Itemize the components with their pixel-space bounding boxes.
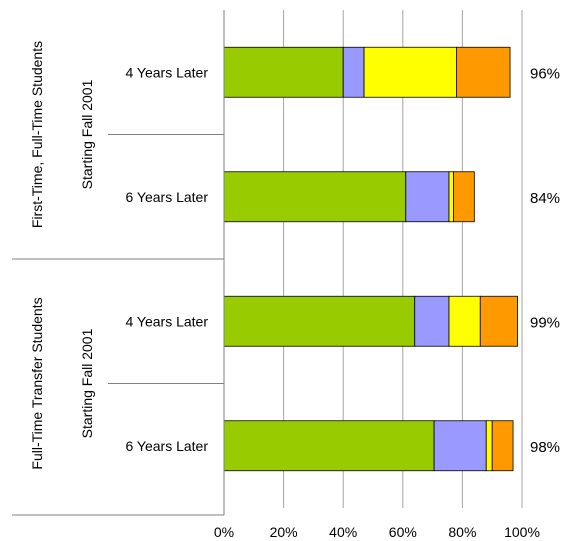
bar-segment	[342, 46, 365, 98]
x-tick-label: 20%	[270, 524, 298, 540]
group-label-line1: Full-Time Transfer Students	[29, 297, 45, 469]
category-label: 4 Years Later	[125, 64, 208, 80]
category-label: 6 Years Later	[125, 189, 208, 205]
bar-segment	[223, 295, 416, 347]
x-tick-label: 40%	[329, 524, 357, 540]
total-label: 99%	[530, 314, 560, 331]
bar-segment	[223, 420, 435, 472]
x-tick-label: 0%	[214, 524, 234, 540]
bars	[223, 46, 518, 472]
bar-segment	[433, 420, 487, 472]
bar-segment	[456, 46, 511, 98]
bar-segment	[223, 46, 344, 98]
group-label-line2: Starting Fall 2001	[79, 79, 95, 189]
labels: 0% 20% 40% 60% 80% 100% 4 Years Later 96% 6 Year…	[29, 41, 560, 540]
total-label: 98%	[530, 439, 560, 456]
x-tick-label: 60%	[389, 524, 417, 540]
x-tick-label: 80%	[448, 524, 476, 540]
bar-segment	[414, 295, 450, 347]
bar-segment	[405, 171, 450, 223]
group-label-line2: Starting Fall 2001	[79, 328, 95, 438]
bar-segment	[491, 420, 514, 472]
group-label-line1: First-Time, Full-Time Students	[29, 41, 45, 228]
total-label: 96%	[530, 65, 560, 82]
bar-segment	[453, 171, 475, 223]
bar-segment	[448, 171, 454, 223]
category-label: 6 Years Later	[125, 438, 208, 454]
total-label: 84%	[530, 190, 560, 207]
bar-segment	[363, 46, 457, 98]
bar-segment	[223, 171, 407, 223]
bar-segment	[485, 420, 493, 472]
x-tick-label: 100%	[504, 524, 540, 540]
axes	[12, 10, 225, 516]
bar-segment	[479, 295, 518, 347]
category-label: 4 Years Later	[125, 313, 208, 329]
bar-segment	[448, 295, 481, 347]
